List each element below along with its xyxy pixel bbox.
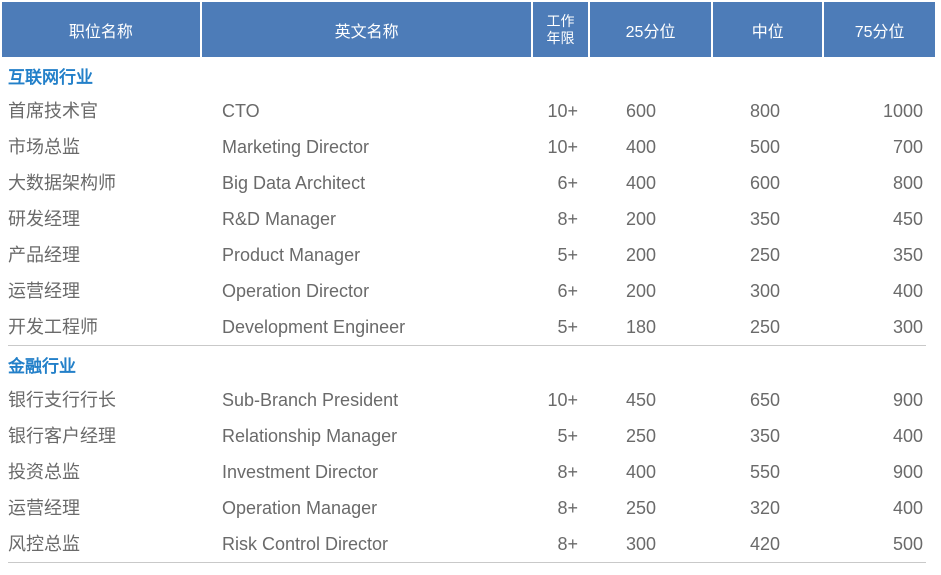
position-cell: 大数据架构师	[8, 173, 116, 193]
p25-cell: 200	[625, 209, 656, 229]
column-header-position: 职位名称	[2, 2, 202, 57]
english-name-cell: Operation Manager	[222, 498, 378, 518]
p75-cell: 400	[892, 498, 923, 518]
p75-cell: 400	[892, 426, 923, 446]
position-cell: 银行客户经理	[8, 426, 116, 446]
column-header-median: 中位	[713, 2, 825, 57]
column-header-english: 英文名称	[202, 2, 534, 57]
position-cell: 开发工程师	[8, 317, 98, 337]
position-cell: 产品经理	[8, 245, 80, 265]
position-cell: 银行支行行长	[8, 390, 116, 410]
table-row: 风控总监 Risk Control Director 8+ 300 420 500	[2, 526, 935, 562]
p75-cell: 900	[892, 390, 923, 410]
column-header-p75: 75分位	[854, 23, 905, 41]
experience-cell: 8+	[557, 498, 578, 518]
english-name-cell: Big Data Architect	[222, 173, 366, 193]
english-name-cell: Development Engineer	[222, 317, 406, 337]
section-header: 金融行业	[8, 356, 76, 376]
table-row: 银行支行行长 Sub-Branch President 10+ 450 650 900	[2, 382, 935, 418]
median-cell: 420	[749, 534, 780, 554]
experience-cell: 10+	[547, 137, 578, 157]
table-row: 运营经理 Operation Director 6+ 200 300 400	[2, 273, 935, 309]
table-row: 银行客户经理 Relationship Manager 5+ 250 350 400	[2, 418, 935, 454]
english-name-cell: Risk Control Director	[222, 534, 389, 554]
experience-cell: 6+	[557, 281, 578, 301]
experience-cell: 8+	[557, 534, 578, 554]
experience-cell: 5+	[557, 426, 578, 446]
position-cell: 市场总监	[8, 137, 80, 157]
p25-cell: 600	[625, 101, 656, 121]
experience-cell: 6+	[557, 173, 578, 193]
english-name-cell: Sub-Branch President	[222, 390, 399, 410]
english-name-cell: Relationship Manager	[222, 426, 398, 446]
english-name-cell: CTO	[222, 101, 260, 121]
position-cell: 运营经理	[8, 281, 80, 301]
table-body: 互联网行业首席技术官 CTO 10+ 600 800 1000 市场总监 Marketing …	[2, 57, 935, 563]
table-row: 投资总监 Investment Director 8+ 400 550 900	[2, 454, 935, 490]
median-cell: 300	[749, 281, 780, 301]
median-cell: 500	[749, 137, 780, 157]
experience-cell: 5+	[557, 317, 578, 337]
position-cell: 首席技术官	[8, 101, 98, 121]
position-cell: 风控总监	[8, 534, 80, 554]
column-header-experience-line2: 年限	[546, 29, 575, 46]
english-name-cell: Operation Director	[222, 281, 370, 301]
section-header: 互联网行业	[8, 67, 93, 87]
median-cell: 800	[749, 101, 780, 121]
column-header-experience-line1: 工作	[546, 12, 575, 29]
experience-cell: 10+	[547, 101, 578, 121]
position-cell: 运营经理	[8, 498, 80, 518]
position-cell: 研发经理	[8, 209, 80, 229]
experience-cell: 8+	[557, 209, 578, 229]
median-cell: 550	[749, 462, 780, 482]
p75-cell: 300	[892, 317, 923, 337]
p25-cell: 450	[625, 390, 656, 410]
p25-cell: 400	[625, 137, 656, 157]
median-cell: 650	[749, 390, 780, 410]
position-cell: 投资总监	[8, 462, 80, 482]
p25-cell: 400	[625, 462, 656, 482]
p75-cell: 1000	[882, 101, 923, 121]
experience-cell: 5+	[557, 245, 578, 265]
table-row: 市场总监 Marketing Director 10+ 400 500 700	[2, 129, 935, 165]
experience-cell: 8+	[557, 462, 578, 482]
p25-cell: 250	[625, 426, 656, 446]
p25-cell: 200	[625, 245, 656, 265]
p25-cell: 400	[625, 173, 656, 193]
english-name-cell: R&D Manager	[222, 209, 337, 229]
column-header-experience: 工作 年限	[533, 2, 590, 57]
experience-cell: 10+	[547, 390, 578, 410]
section-divider	[8, 562, 926, 563]
p75-cell: 700	[892, 137, 923, 157]
table-row: 大数据架构师 Big Data Architect 6+ 400 600 800	[2, 165, 935, 201]
p25-cell: 300	[625, 534, 656, 554]
p75-cell: 900	[892, 462, 923, 482]
median-cell: 600	[749, 173, 780, 193]
english-name-cell: Marketing Director	[222, 137, 370, 157]
p75-cell: 500	[892, 534, 923, 554]
p75-cell: 400	[892, 281, 923, 301]
table-row: 研发经理 R&D Manager 8+ 200 350 450	[2, 201, 935, 237]
table-row: 产品经理 Product Manager 5+ 200 250 350	[2, 237, 935, 273]
p75-cell: 800	[892, 173, 923, 193]
table-row: 开发工程师 Development Engineer 5+ 180 250 300	[2, 309, 935, 345]
table-row: 首席技术官 CTO 10+ 600 800 1000	[2, 93, 935, 129]
median-cell: 250	[749, 245, 780, 265]
p75-cell: 350	[892, 245, 923, 265]
table-row: 运营经理 Operation Manager 8+ 250 320 400	[2, 490, 935, 526]
column-header-p25: 25分位	[590, 2, 714, 57]
english-name-cell: Product Manager	[222, 245, 361, 265]
english-name-cell: Investment Director	[222, 462, 379, 482]
p25-cell: 250	[625, 498, 656, 518]
table-header-row: 职位名称 英文名称 工作 年限 25分位 中位 75分位	[2, 2, 935, 57]
median-cell: 250	[749, 317, 780, 337]
p75-cell: 450	[892, 209, 923, 229]
section-divider	[8, 345, 926, 346]
median-cell: 320	[749, 498, 780, 518]
median-cell: 350	[749, 209, 780, 229]
p25-cell: 180	[625, 317, 656, 337]
median-cell: 350	[749, 426, 780, 446]
p25-cell: 200	[625, 281, 656, 301]
